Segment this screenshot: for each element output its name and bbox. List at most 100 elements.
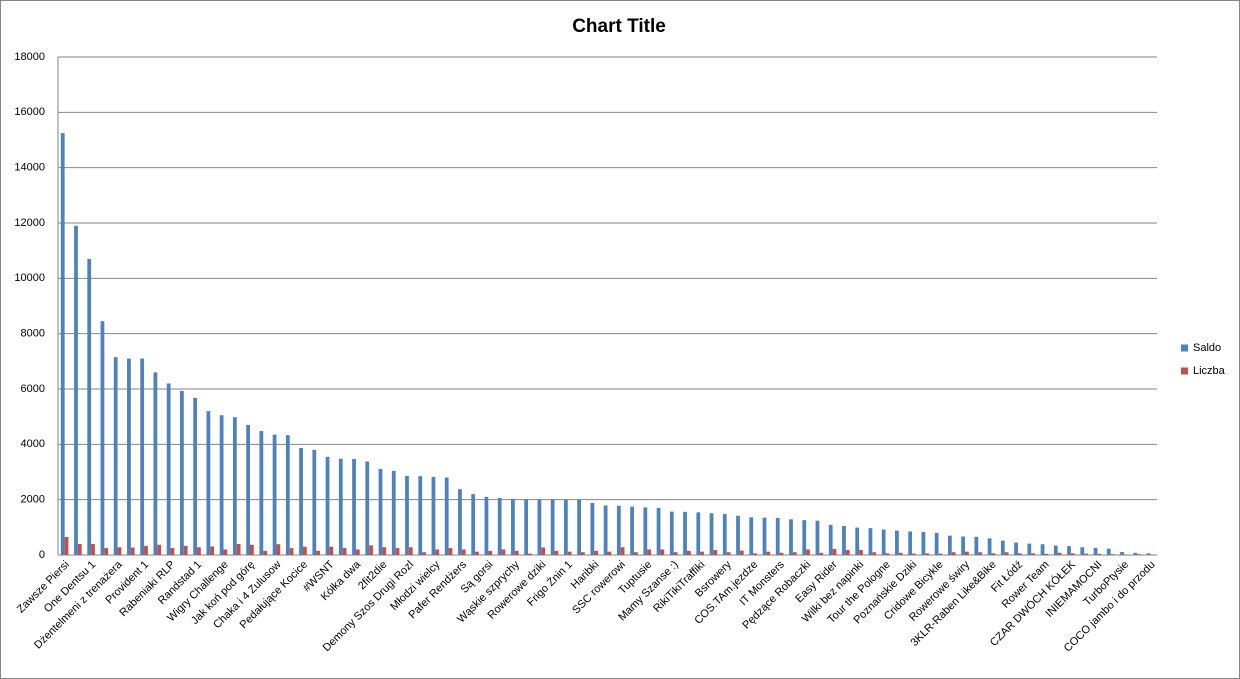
bar — [550, 499, 555, 555]
bar — [633, 552, 638, 555]
bar — [908, 531, 913, 555]
bar — [779, 552, 784, 555]
bar — [700, 551, 704, 555]
bar — [405, 475, 409, 555]
bar — [524, 499, 529, 555]
bar — [458, 489, 462, 555]
bar — [91, 543, 95, 555]
bar — [249, 544, 254, 555]
bar — [881, 529, 886, 555]
y-tick-label: 0 — [39, 549, 45, 561]
bar — [630, 506, 634, 555]
bar — [276, 544, 281, 555]
bar — [709, 513, 714, 555]
bar — [64, 537, 69, 555]
bar — [223, 549, 228, 555]
bar — [1123, 554, 1128, 555]
bar — [895, 530, 899, 555]
bar — [912, 553, 916, 555]
bar — [868, 528, 873, 555]
legend-label: Liczba — [1193, 365, 1226, 377]
bar — [285, 435, 290, 555]
bar — [338, 458, 343, 555]
bar — [683, 511, 687, 555]
bar — [1133, 552, 1138, 555]
bar — [567, 551, 572, 555]
legend-label: Saldo — [1193, 342, 1221, 354]
bar — [144, 545, 148, 555]
y-tick-label: 10000 — [14, 272, 45, 284]
bar — [842, 525, 846, 555]
bar — [153, 372, 158, 555]
bar — [541, 547, 546, 555]
bar — [488, 550, 493, 555]
bar — [921, 532, 926, 555]
bar — [113, 357, 118, 555]
bar — [461, 549, 466, 555]
bar — [448, 548, 453, 555]
bar — [435, 549, 440, 555]
bar — [74, 225, 78, 555]
bar — [1093, 547, 1098, 555]
bar — [117, 547, 122, 555]
bar — [104, 548, 109, 555]
bar — [802, 520, 807, 555]
y-tick-label: 6000 — [21, 383, 45, 395]
bar — [766, 551, 771, 555]
bar — [885, 553, 890, 555]
bar — [1110, 554, 1115, 555]
bar — [77, 543, 82, 555]
bar — [127, 358, 131, 555]
bar — [1106, 548, 1111, 555]
bar — [511, 498, 515, 555]
bar — [475, 551, 479, 555]
bar — [726, 552, 731, 555]
bar — [643, 507, 648, 555]
bar — [749, 517, 754, 555]
bar — [845, 550, 850, 555]
bar — [232, 417, 237, 555]
bar — [484, 496, 489, 555]
bar — [1017, 553, 1022, 555]
bar — [762, 517, 767, 555]
bar — [1000, 540, 1005, 555]
bar — [974, 536, 979, 555]
bar — [193, 397, 198, 555]
bar — [938, 553, 943, 555]
bar — [342, 548, 347, 555]
bar — [872, 552, 877, 555]
bar — [210, 546, 215, 555]
bar — [656, 507, 661, 555]
bar — [130, 547, 135, 555]
bar — [369, 545, 373, 555]
bar — [739, 550, 744, 555]
bar — [686, 550, 691, 555]
bar — [1080, 547, 1085, 555]
bar — [140, 358, 145, 555]
bar — [1120, 551, 1124, 555]
bar — [1070, 553, 1075, 555]
bar — [157, 544, 162, 555]
y-tick-label: 12000 — [14, 217, 45, 229]
bar — [183, 545, 188, 555]
bar — [325, 456, 330, 555]
legend-swatch — [1181, 344, 1188, 352]
legend-swatch — [1181, 367, 1188, 375]
bar — [206, 411, 211, 555]
bar — [722, 514, 727, 555]
bar — [514, 550, 519, 555]
bar — [1014, 542, 1018, 555]
bar — [471, 494, 476, 555]
bar — [501, 549, 506, 555]
bar — [855, 527, 860, 555]
bar — [382, 547, 387, 555]
bar — [563, 499, 568, 555]
y-tick-label: 16000 — [14, 106, 45, 118]
chart-title: Chart Title — [572, 16, 666, 37]
bar — [581, 552, 585, 555]
bar — [272, 434, 277, 555]
bar — [987, 538, 992, 555]
bar — [832, 548, 837, 555]
bar — [961, 536, 966, 555]
